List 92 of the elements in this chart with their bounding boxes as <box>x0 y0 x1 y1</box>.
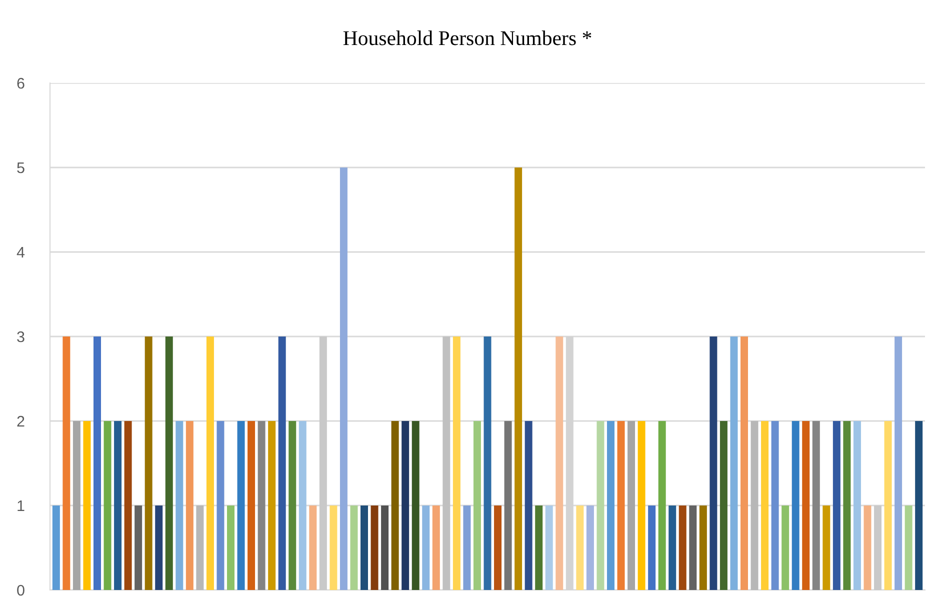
bar <box>258 421 266 590</box>
bar <box>628 421 636 590</box>
bar <box>771 421 779 590</box>
bar <box>216 421 224 590</box>
bar <box>915 421 923 590</box>
bar <box>330 506 338 590</box>
bar <box>432 506 440 590</box>
bar <box>710 336 718 590</box>
bar <box>381 506 389 590</box>
bar <box>402 421 410 590</box>
bar <box>124 421 132 590</box>
bar <box>648 506 656 590</box>
bar <box>227 506 234 590</box>
bar <box>514 168 522 590</box>
bar <box>638 421 646 590</box>
bar <box>545 506 553 590</box>
bar <box>782 506 790 590</box>
bar <box>576 506 584 590</box>
bar <box>298 421 306 590</box>
bar <box>350 506 358 590</box>
bar <box>596 421 604 590</box>
bar <box>309 506 317 590</box>
bar <box>730 336 738 590</box>
bar <box>668 506 676 590</box>
bar <box>843 421 851 590</box>
y-tick-label: 3 <box>17 331 24 342</box>
bar <box>155 506 163 590</box>
bar <box>894 336 902 590</box>
bar <box>864 506 872 590</box>
bar <box>360 506 368 590</box>
bar <box>144 336 152 590</box>
bar <box>72 421 80 590</box>
chart-title: Household Person Numbers * <box>343 30 592 46</box>
bar <box>473 421 481 590</box>
bar <box>237 421 245 590</box>
bar <box>165 336 173 590</box>
bar <box>104 421 112 590</box>
bar <box>699 506 707 590</box>
bar <box>904 506 912 590</box>
bar <box>812 421 820 590</box>
y-tick-label: 1 <box>18 500 24 512</box>
bar <box>720 421 728 590</box>
bar <box>556 336 564 590</box>
bar <box>494 506 502 590</box>
bar <box>319 336 327 590</box>
bar <box>248 421 256 590</box>
bar <box>176 421 184 590</box>
bar <box>792 421 800 590</box>
bar <box>196 506 204 590</box>
bar <box>853 421 861 590</box>
bar <box>288 421 296 590</box>
bar <box>93 336 101 590</box>
bar <box>802 421 810 590</box>
bar <box>524 421 532 590</box>
bar <box>206 336 214 590</box>
bar <box>740 336 748 590</box>
y-tick-label: 5 <box>17 162 24 174</box>
bar <box>658 421 666 590</box>
y-tick-label: 2 <box>17 416 24 427</box>
bar <box>422 506 430 590</box>
bar <box>832 421 840 590</box>
bar <box>278 336 286 590</box>
bar <box>535 506 543 590</box>
bar <box>340 168 348 590</box>
bar <box>52 506 60 590</box>
bar <box>114 421 122 590</box>
bar <box>678 506 686 590</box>
bar <box>761 421 769 590</box>
bar <box>884 421 892 590</box>
y-tick-label: 0 <box>17 584 24 596</box>
bar <box>874 506 882 590</box>
bar <box>750 421 758 590</box>
bar <box>83 421 91 590</box>
bar <box>822 506 830 590</box>
bar <box>134 506 142 590</box>
bar <box>689 506 697 590</box>
bar <box>504 421 512 590</box>
bar <box>268 421 276 590</box>
bar <box>617 421 625 590</box>
bar <box>412 421 420 590</box>
y-tick-label: 6 <box>17 78 24 89</box>
bar <box>391 421 399 590</box>
y-tick-label: 4 <box>16 247 25 258</box>
bar <box>442 336 450 590</box>
bar <box>370 506 378 590</box>
bar <box>452 336 460 590</box>
bar <box>586 506 594 590</box>
bar <box>186 421 194 590</box>
bar <box>62 336 70 590</box>
bar <box>606 421 614 590</box>
bar <box>463 506 471 590</box>
bar <box>484 336 492 590</box>
